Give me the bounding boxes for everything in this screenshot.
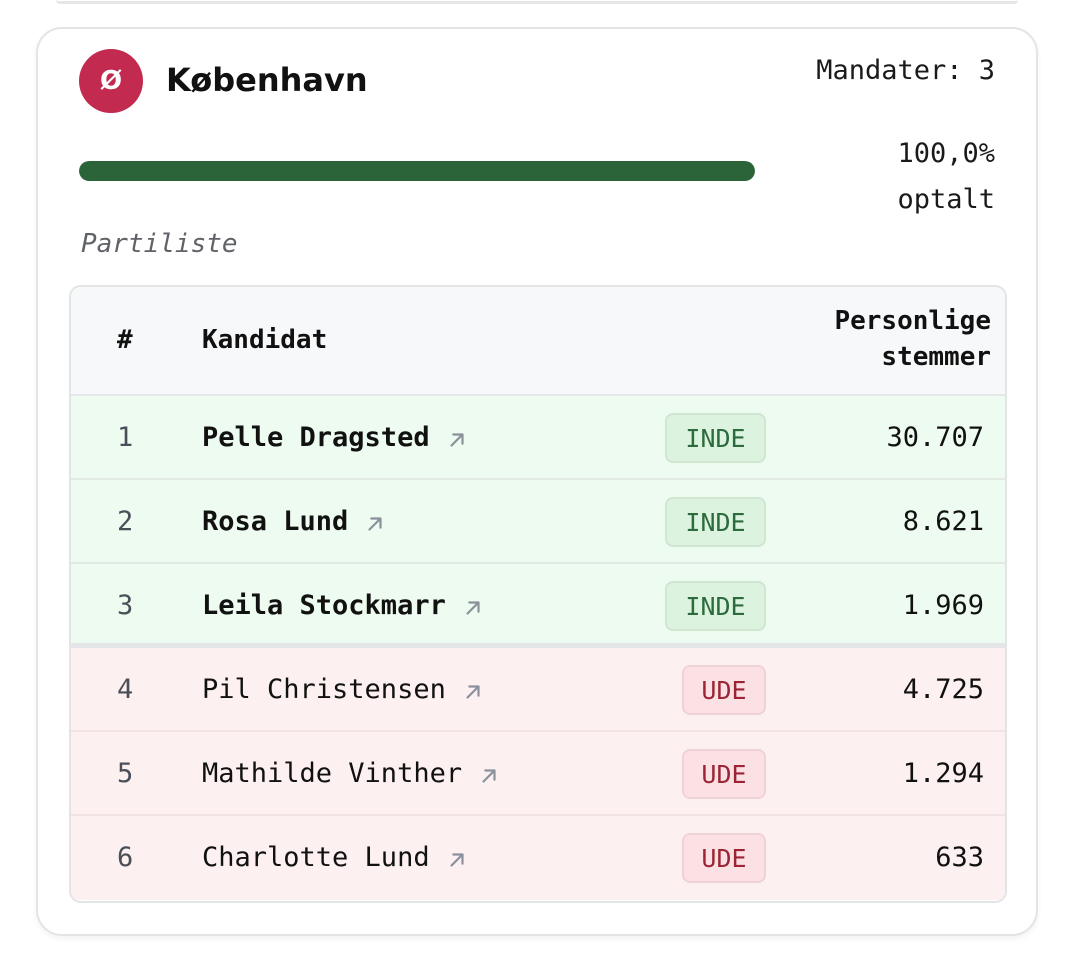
external-arrow-icon[interactable] <box>462 679 484 701</box>
previous-card-edge <box>56 0 1018 4</box>
mandates-count: Mandater: 3 <box>816 55 995 86</box>
candidate-name: Pil Christensen <box>202 674 446 705</box>
counted-label: optalt <box>897 184 995 215</box>
row-number: 2 <box>117 506 134 537</box>
table-row: 1 Pelle Dragsted INDE 30.707 <box>71 396 1005 480</box>
status-badge: INDE <box>665 497 766 547</box>
table-row: 4 Pil Christensen UDE 4.725 <box>71 648 1005 732</box>
personal-votes: 633 <box>935 842 984 873</box>
table-row: 6 Charlotte Lund UDE 633 <box>71 816 1005 900</box>
candidate-link[interactable]: Leila Stockmarr <box>202 590 484 621</box>
row-number: 4 <box>117 674 134 705</box>
candidate-link[interactable]: Rosa Lund <box>202 506 386 537</box>
count-progress-bar <box>79 161 755 181</box>
status-badge: UDE <box>682 665 766 715</box>
row-number: 3 <box>117 590 134 621</box>
candidate-name: Leila Stockmarr <box>202 590 446 621</box>
table-row: 3 Leila Stockmarr INDE 1.969 <box>71 564 1005 648</box>
personal-votes: 8.621 <box>902 506 984 537</box>
personal-votes: 1.969 <box>902 590 984 621</box>
header-personal-votes: Personlige stemmer <box>834 303 991 375</box>
status-badge: UDE <box>682 749 766 799</box>
candidate-link[interactable]: Pelle Dragsted <box>202 422 468 453</box>
external-arrow-icon[interactable] <box>462 595 484 617</box>
counted-percent-value: 100,0% <box>897 138 995 169</box>
header-votes-line2: stemmer <box>881 342 991 372</box>
party-list-label: Partiliste <box>81 229 238 259</box>
external-arrow-icon[interactable] <box>446 847 468 869</box>
constituency-card: Ø København Mandater: 3 100,0% optalt Pa… <box>36 27 1038 936</box>
counted-percentage: 100,0% optalt <box>897 131 995 223</box>
external-arrow-icon[interactable] <box>364 511 386 533</box>
header-number: # <box>117 325 133 355</box>
row-number: 5 <box>117 758 134 789</box>
status-badge: UDE <box>682 833 766 883</box>
candidate-table: # Kandidat Personlige stemmer 1 Pelle Dra… <box>69 285 1007 903</box>
external-arrow-icon[interactable] <box>446 427 468 449</box>
candidate-link[interactable]: Pil Christensen <box>202 674 484 705</box>
row-number: 6 <box>117 842 134 873</box>
row-number: 1 <box>117 422 134 453</box>
candidate-name: Pelle Dragsted <box>202 422 430 453</box>
status-badge: INDE <box>665 581 766 631</box>
candidate-name: Mathilde Vinther <box>202 758 463 789</box>
candidate-link[interactable]: Charlotte Lund <box>202 842 468 873</box>
external-arrow-icon[interactable] <box>478 763 500 785</box>
personal-votes: 30.707 <box>886 422 984 453</box>
personal-votes: 4.725 <box>902 674 984 705</box>
candidate-name: Rosa Lund <box>202 506 349 537</box>
candidate-link[interactable]: Mathilde Vinther <box>202 758 500 789</box>
table-header: # Kandidat Personlige stemmer <box>71 287 1005 396</box>
table-row: 5 Mathilde Vinther UDE 1.294 <box>71 732 1005 816</box>
candidate-name: Charlotte Lund <box>202 842 430 873</box>
header-votes-line1: Personlige <box>834 306 991 336</box>
party-logo: Ø <box>79 49 143 113</box>
header-candidate: Kandidat <box>202 325 328 355</box>
count-progress-fill <box>79 161 755 181</box>
constituency-title: København <box>166 61 368 99</box>
personal-votes: 1.294 <box>902 758 984 789</box>
status-badge: INDE <box>665 413 766 463</box>
table-row: 2 Rosa Lund INDE 8.621 <box>71 480 1005 564</box>
